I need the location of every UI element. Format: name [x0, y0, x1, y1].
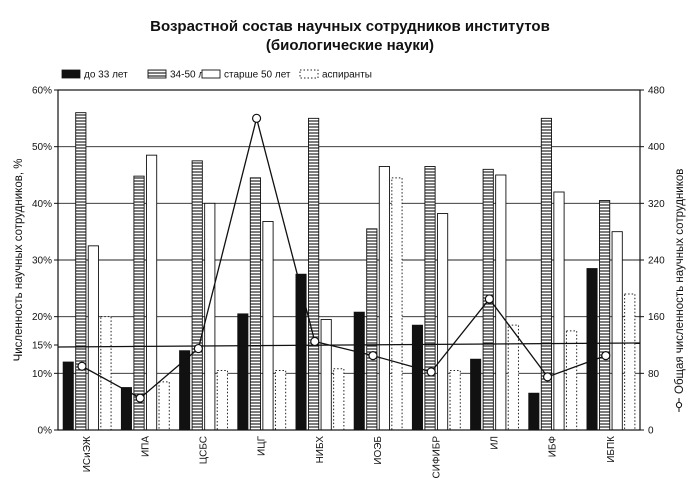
y2-tick-label: 320 — [648, 199, 665, 210]
reference-line — [57, 342, 641, 348]
bar-aspirants — [100, 316, 112, 431]
y2-tick-label: 80 — [648, 369, 660, 380]
category-label: ИЦГ — [257, 435, 268, 456]
bar-34to50 — [249, 177, 261, 431]
legend-label: 34-50 лет — [170, 70, 214, 81]
axes — [54, 89, 644, 431]
legend-swatch — [201, 69, 221, 79]
category-label: ЦСБС — [199, 436, 210, 464]
legend-swatch — [147, 69, 167, 79]
y-tick-label: 60% — [32, 86, 52, 97]
bar-aspirants — [624, 293, 636, 431]
bar-aspirants — [507, 324, 519, 431]
legend: до 33 лет 34-50 лет старше 50 лет аспиранты — [61, 69, 372, 81]
y-tick-label: 40% — [32, 199, 52, 210]
total-line-point — [484, 294, 494, 304]
bar-over50 — [437, 213, 449, 431]
y2-axis-title: Общая численность научных сотрудников — [674, 169, 686, 394]
total-line-point — [193, 343, 203, 354]
tick-labels: 0% 10% 15% 20% 30% 40% 50% 60% 0 80 160 240 320 400 48… — [32, 86, 665, 437]
total-line-point — [601, 351, 611, 361]
category-label: ИОЭБ — [373, 436, 384, 465]
category-label: ИПА — [140, 436, 151, 457]
total-line-group — [77, 113, 611, 403]
total-line-point — [368, 351, 378, 361]
gridlines — [58, 89, 640, 374]
y-tick-label: 10% — [32, 369, 52, 380]
bar-34to50 — [424, 166, 436, 431]
total-line-point — [251, 113, 262, 123]
y-tick-label: 15% — [32, 341, 52, 352]
y2-tick-label: 240 — [648, 256, 665, 267]
bar-34to50 — [308, 117, 320, 431]
y2-tick-label: 400 — [648, 142, 665, 153]
legend-swatch — [61, 69, 81, 79]
bar-over50 — [87, 245, 99, 431]
bar-aspirants — [158, 381, 170, 431]
y2-axis-title-group: Общая численность научных сотрудников — [674, 169, 686, 412]
bars — [62, 112, 636, 431]
bar-under33 — [353, 311, 365, 431]
bar-aspirants — [216, 370, 228, 431]
y2-tick-label: 480 — [648, 86, 665, 97]
y2-tick-label: 160 — [648, 312, 665, 323]
bar-under33 — [528, 392, 540, 431]
chart-title-line-2: (биологические науки) — [266, 37, 434, 54]
category-label: НИБХ — [315, 436, 326, 464]
y-tick-label: 0% — [38, 426, 53, 437]
bar-over50 — [553, 191, 565, 431]
reference-line-group — [57, 342, 641, 348]
bar-34to50 — [366, 228, 378, 431]
bar-34to50 — [133, 175, 145, 431]
bar-under33 — [62, 361, 74, 431]
category-label: СИФИБР — [431, 436, 442, 479]
bar-over50 — [262, 221, 274, 431]
bar-34to50 — [599, 200, 611, 431]
bar-under33 — [411, 324, 423, 431]
bar-34to50 — [191, 160, 203, 431]
category-label: ИСиЭЖ — [82, 435, 93, 472]
legend-swatch — [299, 69, 319, 79]
bar-under33 — [237, 313, 249, 431]
total-line-point — [135, 393, 145, 403]
bar-under33 — [470, 358, 482, 431]
legend-label: старше 50 лет — [224, 70, 291, 81]
bar-under33 — [120, 387, 132, 431]
legend-label: аспиранты — [322, 70, 372, 81]
y-tick-label: 50% — [32, 142, 52, 153]
bar-aspirants — [274, 370, 287, 431]
category-label: ИЛ — [490, 436, 501, 450]
y-axis-title: Численность научных сотрудников, % — [13, 159, 25, 362]
total-line-point — [77, 361, 87, 371]
category-label: ИБФ — [548, 436, 559, 458]
bar-aspirants — [565, 330, 578, 431]
chart-title-line-1: Возрастной состав научных сотрудников ин… — [150, 18, 550, 35]
bar-aspirants — [333, 368, 345, 431]
bar-34to50 — [75, 112, 87, 431]
y-tick-label: 30% — [32, 256, 52, 267]
bar-over50 — [378, 166, 390, 431]
total-line-point — [426, 367, 436, 377]
bar-aspirants — [449, 370, 461, 431]
total-line — [81, 118, 607, 399]
bar-aspirants — [391, 177, 403, 431]
legend-label: до 33 лет — [84, 70, 128, 81]
y2-tick-label: 0 — [648, 426, 654, 437]
y-tick-label: 20% — [32, 312, 52, 323]
bar-over50 — [611, 231, 623, 431]
y2-title-circle-marker — [675, 401, 683, 409]
bar-34to50 — [540, 117, 552, 431]
bar-over50 — [320, 319, 332, 431]
total-line-point — [310, 336, 320, 347]
total-line-point — [542, 372, 553, 382]
bar-under33 — [295, 273, 307, 431]
bar-over50 — [495, 174, 507, 431]
category-label: ИБПК — [606, 436, 617, 463]
bar-under33 — [586, 268, 598, 431]
category-labels: ИСиЭЖ ИПА ЦСБС ИЦГ НИБХ ИОЭБ СИФИБР ИЛ ИБФ ИБПК — [82, 435, 617, 478]
